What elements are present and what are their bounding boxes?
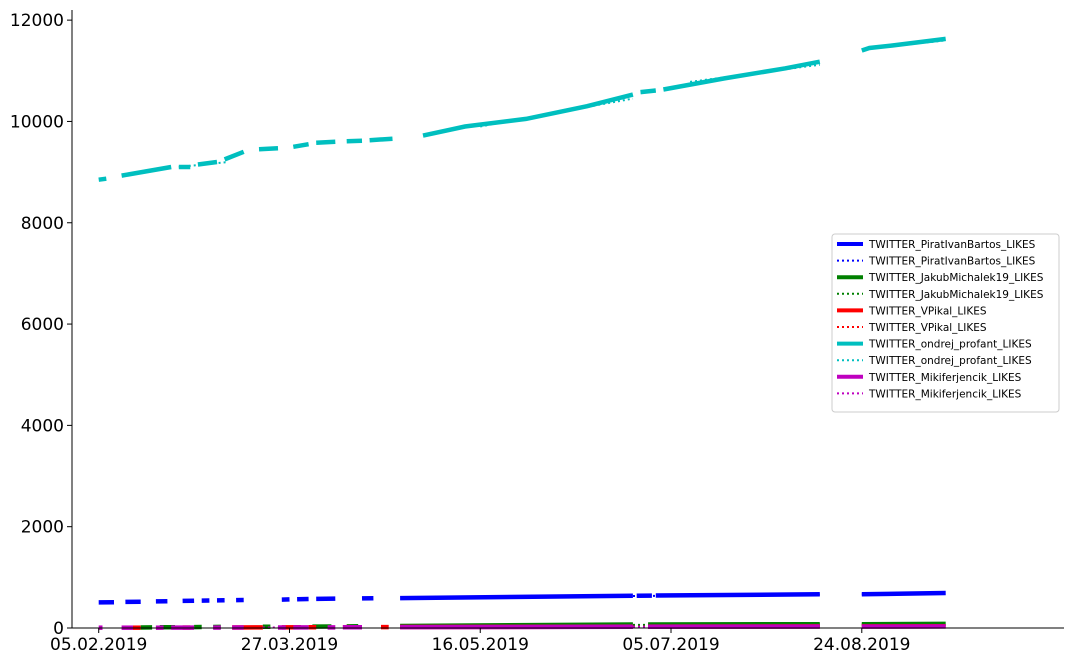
- series-line-segment: [346, 138, 363, 144]
- legend-box: [831, 233, 1060, 413]
- legend-label: TWITTER_ondrej_profant_LIKES: [868, 355, 1032, 367]
- x-tick-label: 27.03.2019: [241, 635, 338, 655]
- legend-entry: TWITTER_Mikiferjencik_LIKES: [837, 372, 1022, 384]
- legend-label: TWITTER_JakubMichalek19_LIKES: [868, 289, 1044, 301]
- legend-label: TWITTER_VPikal_LIKES: [868, 322, 987, 334]
- series-line-segment: [689, 63, 820, 83]
- y-tick-label: 6000: [21, 315, 64, 335]
- series-line-segment: [422, 92, 634, 138]
- legend-label: TWITTER_PiratIvanBartos_LIKES: [868, 256, 1036, 268]
- legend-entry: TWITTER_PiratIvanBartos_LIKES: [837, 256, 1036, 268]
- legend-entry: TWITTER_ondrej_profant_LIKES: [837, 339, 1032, 351]
- series-line-segment: [655, 592, 820, 598]
- series-twitter-ondrej-profant-likes-solid: [98, 36, 946, 182]
- series-line-segment: [197, 159, 218, 167]
- legend-entry: TWITTER_JakubMichalek19_LIKES: [837, 272, 1044, 284]
- y-tick-label: 10000: [10, 112, 64, 132]
- y-tick-label: 2000: [21, 518, 64, 538]
- series-line-segment: [400, 593, 633, 601]
- series-line-segment: [861, 36, 946, 53]
- y-tick-label: 4000: [21, 416, 64, 436]
- y-tick-label: 12000: [10, 11, 64, 31]
- series-line-segment: [640, 88, 657, 95]
- y-tick-label: 0: [53, 619, 64, 639]
- series-line-segment: [369, 136, 393, 143]
- series-line-segment: [480, 97, 634, 128]
- legend-label: TWITTER_ondrej_profant_LIKES: [868, 339, 1032, 351]
- y-tick-label: 8000: [21, 214, 64, 234]
- axes: 0 2000 4000 6000 8000 10000 12000 05.02.2019 27.…: [10, 10, 1064, 655]
- legend-entry: TWITTER_VPikal_LIKES: [837, 322, 987, 334]
- legend-entry: TWITTER_VPikal_LIKES: [837, 305, 987, 317]
- x-tick-label: 24.08.2019: [813, 635, 910, 655]
- series-line-segment: [258, 146, 279, 152]
- series-line-segment: [292, 141, 309, 150]
- series-twitter-ondrej-profant-likes-dotted: [178, 39, 946, 168]
- legend: TWITTER_PiratIvanBartos_LIKES TWITTER_Pir…: [831, 233, 1060, 413]
- series-line-segment: [316, 139, 336, 145]
- legend-entry: TWITTER_JakubMichalek19_LIKES: [837, 289, 1044, 301]
- series-line-segment: [861, 592, 946, 596]
- legend-label: TWITTER_Mikiferjencik_LIKES: [868, 388, 1022, 400]
- legend-entry: TWITTER_ondrej_profant_LIKES: [837, 355, 1032, 367]
- series-line-segment: [223, 149, 245, 162]
- legend-label: TWITTER_VPikal_LIKES: [868, 305, 987, 317]
- series-line-segment: [98, 176, 107, 182]
- series-line-segment: [178, 161, 229, 168]
- series-layer: [98, 36, 946, 630]
- series-line-segment: [861, 39, 946, 51]
- series-line-segment: [121, 164, 172, 178]
- legend-entry: TWITTER_PiratIvanBartos_LIKES: [837, 239, 1036, 251]
- legend-entry: TWITTER_Mikiferjencik_LIKES: [837, 388, 1022, 400]
- x-tick-label: 16.05.2019: [432, 635, 529, 655]
- series-line-segment: [422, 593, 820, 599]
- legend-label: TWITTER_PiratIvanBartos_LIKES: [868, 239, 1036, 251]
- legend-label: TWITTER_JakubMichalek19_LIKES: [868, 272, 1044, 284]
- series-twitter-pirativanbartos-likes-dotted: [422, 592, 946, 599]
- x-tick-label: 05.07.2019: [622, 635, 719, 655]
- x-tick-label: 05.02.2019: [50, 635, 147, 655]
- legend-label: TWITTER_Mikiferjencik_LIKES: [868, 372, 1022, 384]
